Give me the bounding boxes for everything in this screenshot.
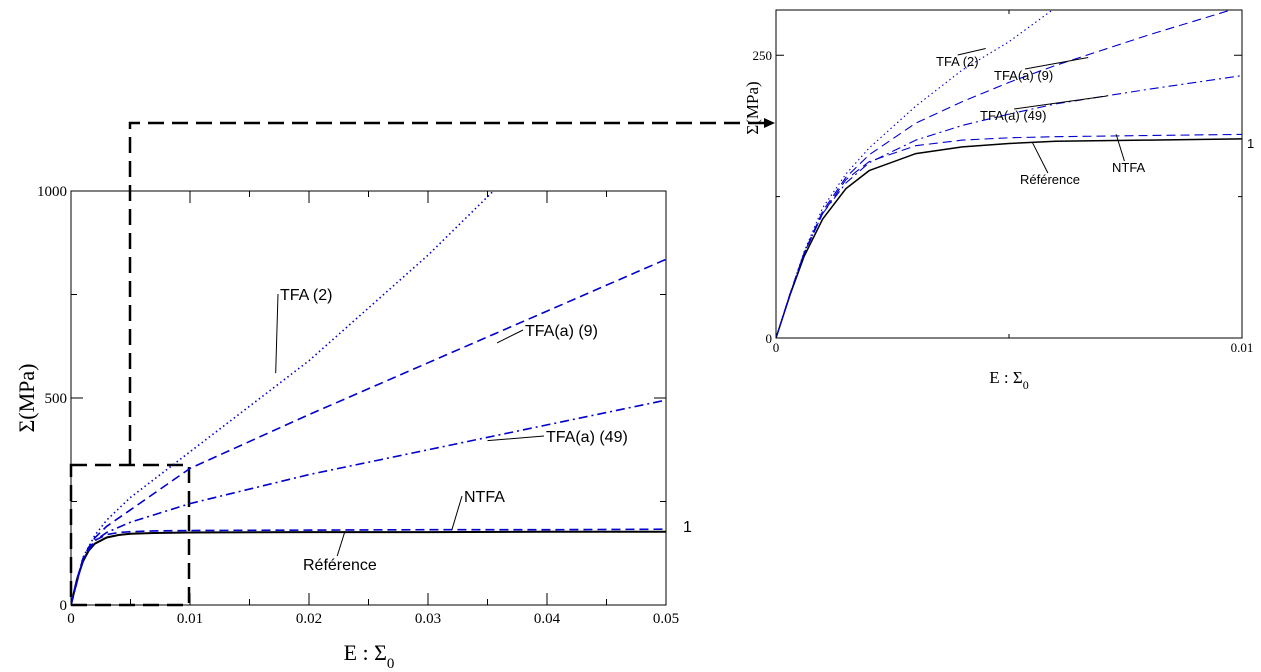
series-line-r-f-rence <box>71 530 666 605</box>
series-line-ntfa <box>776 133 1242 338</box>
x-axis-label-main: E : Σ <box>989 368 1023 387</box>
series-line-tfa-2- <box>71 191 494 605</box>
zoom-box <box>69 463 191 607</box>
series-line-tfa-a-49- <box>71 399 666 605</box>
annotation-leader <box>451 495 463 531</box>
annotation-label: Référence <box>1020 172 1080 187</box>
y-axis-label: Σ(MPa) <box>743 81 762 134</box>
annotation-label: 1 <box>1247 136 1254 151</box>
annotation-label: TFA (2) <box>936 54 979 69</box>
annotation-leader <box>1014 95 1107 110</box>
annotation-label: Référence <box>303 557 377 574</box>
y-tick-label: 250 <box>753 48 773 63</box>
main-chart: 0 0.01 0.02 0.03 0.04 0.05 0 500 1000 TFA (2) TFA(… <box>14 184 692 672</box>
annotation-leader <box>1115 134 1125 162</box>
x-tick-label: 0.03 <box>415 611 441 627</box>
y-tick-label: 1000 <box>37 184 67 200</box>
annotation-leader <box>336 531 346 557</box>
x-tick-label: 0 <box>67 611 75 627</box>
annotation-label: TFA(a) (49) <box>546 429 628 446</box>
annotation-label: 1 <box>683 519 692 536</box>
x-axis-label-subscript: 0 <box>387 656 395 672</box>
y-tick-label: 0 <box>60 598 68 614</box>
y-tick-label: 0 <box>766 331 773 346</box>
x-tick-label: 0.02 <box>296 611 322 627</box>
series-line-tfa-2- <box>776 10 1054 338</box>
plot-frame <box>775 9 1243 339</box>
series-line-tfa-a-9- <box>776 10 1233 338</box>
x-tick-label: 0.01 <box>177 611 203 627</box>
zoom-arrowhead <box>764 118 775 128</box>
annotation-label: NTFA <box>1112 160 1146 175</box>
x-axis-label: E : Σ0 <box>989 368 1029 392</box>
annotation-label: NTFA <box>464 489 505 506</box>
annotation-leader <box>1031 142 1049 174</box>
x-axis-label: E : Σ0 <box>344 640 395 672</box>
annotation-label: TFA(a) (9) <box>525 323 598 340</box>
x-tick-label: 0.05 <box>653 611 679 627</box>
annotation-leader <box>496 329 524 344</box>
x-tick-label: 0.01 <box>1231 340 1254 355</box>
y-axis-label: Σ(MPa) <box>14 363 39 432</box>
series-line-tfa-a-9- <box>71 258 666 605</box>
annotation-leader <box>487 435 545 442</box>
annotation-leader <box>957 47 986 56</box>
annotation-label: TFA(a) (49) <box>980 108 1046 123</box>
x-tick-label: 0.04 <box>534 611 561 627</box>
x-axis-label-subscript: 0 <box>1023 378 1029 392</box>
x-axis-label-main: E : Σ <box>344 640 387 665</box>
zoom-connector <box>128 121 768 465</box>
x-tick-label: 0 <box>773 340 780 355</box>
series-group <box>71 191 666 605</box>
series-group <box>776 10 1242 338</box>
annotation-label: TFA(a) (9) <box>994 68 1053 83</box>
annotation-leader <box>1024 57 1089 70</box>
annotation-label: TFA (2) <box>280 287 332 304</box>
annotation-leader <box>275 293 279 374</box>
y-tick-label: 500 <box>45 391 68 407</box>
inset-chart: 0 0.01 0 250 TFA (2) TFA(a) (9) TFA(a) (49) NTF… <box>743 9 1254 392</box>
plot-frame <box>70 190 667 606</box>
series-line-r-f-rence <box>776 138 1242 338</box>
